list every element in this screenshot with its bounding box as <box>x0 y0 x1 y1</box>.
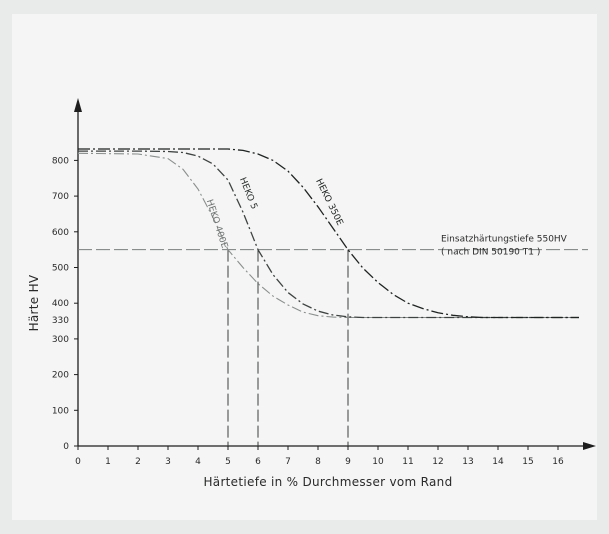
threshold-label-line1: Einsatzhärtungstiefe 550HV <box>441 235 568 245</box>
chart-panel <box>12 14 597 520</box>
series-curves <box>77 148 579 319</box>
y-tick-label-330: 330 <box>52 316 69 326</box>
series-label: HEKO 400E <box>204 198 229 250</box>
y-tick-label: 300 <box>52 335 69 345</box>
x-tick-label: 1 <box>105 457 111 467</box>
x-tick-label: 16 <box>552 457 564 467</box>
y-tick-label: 0 <box>63 442 69 452</box>
x-tick-label: 4 <box>195 457 201 467</box>
x-tick-label: 9 <box>345 457 351 467</box>
threshold-lines <box>78 249 588 446</box>
y-tick-label: 800 <box>52 156 69 166</box>
y-tick-label: 500 <box>52 264 69 274</box>
x-tick-label: 13 <box>462 457 473 467</box>
x-tick-label: 8 <box>315 457 321 467</box>
x-tick-label: 10 <box>372 457 384 467</box>
y-axis-title: Härte HV <box>27 274 41 331</box>
x-tick-label: 11 <box>402 457 413 467</box>
y-axis-arrow <box>74 98 82 112</box>
curve-heko-350e <box>78 148 579 319</box>
x-tick-label: 6 <box>255 457 261 467</box>
x-tick-label: 0 <box>75 457 81 467</box>
threshold-label-line2: ( nach DIN 50190 T1 ) <box>441 248 540 258</box>
x-tick-label: 15 <box>522 457 533 467</box>
curve-heko-5 <box>78 150 579 319</box>
x-tick-label: 5 <box>225 457 231 467</box>
x-axis-arrow <box>583 442 596 450</box>
x-tick-label: 2 <box>135 457 141 467</box>
tick-labels: 0 1 2 3 4 5 6 7 8 9 10 11 12 13 14 15 160100200300400500… <box>52 156 564 467</box>
y-tick-label: 400 <box>52 299 69 309</box>
x-tick-label: 3 <box>165 457 171 467</box>
x-tick-label: 14 <box>492 457 504 467</box>
y-tick-label: 100 <box>52 406 69 416</box>
x-tick-label: 12 <box>432 457 443 467</box>
y-tick-label: 700 <box>52 192 69 202</box>
x-tick-label: 7 <box>285 457 291 467</box>
x-axis-title: Härtetiefe in % Durchmesser vom Rand <box>203 475 452 489</box>
axes <box>74 98 596 450</box>
y-tick-label: 200 <box>52 371 69 381</box>
y-tick-label: 600 <box>52 228 69 238</box>
series-label: HEKO 350E <box>313 177 344 227</box>
